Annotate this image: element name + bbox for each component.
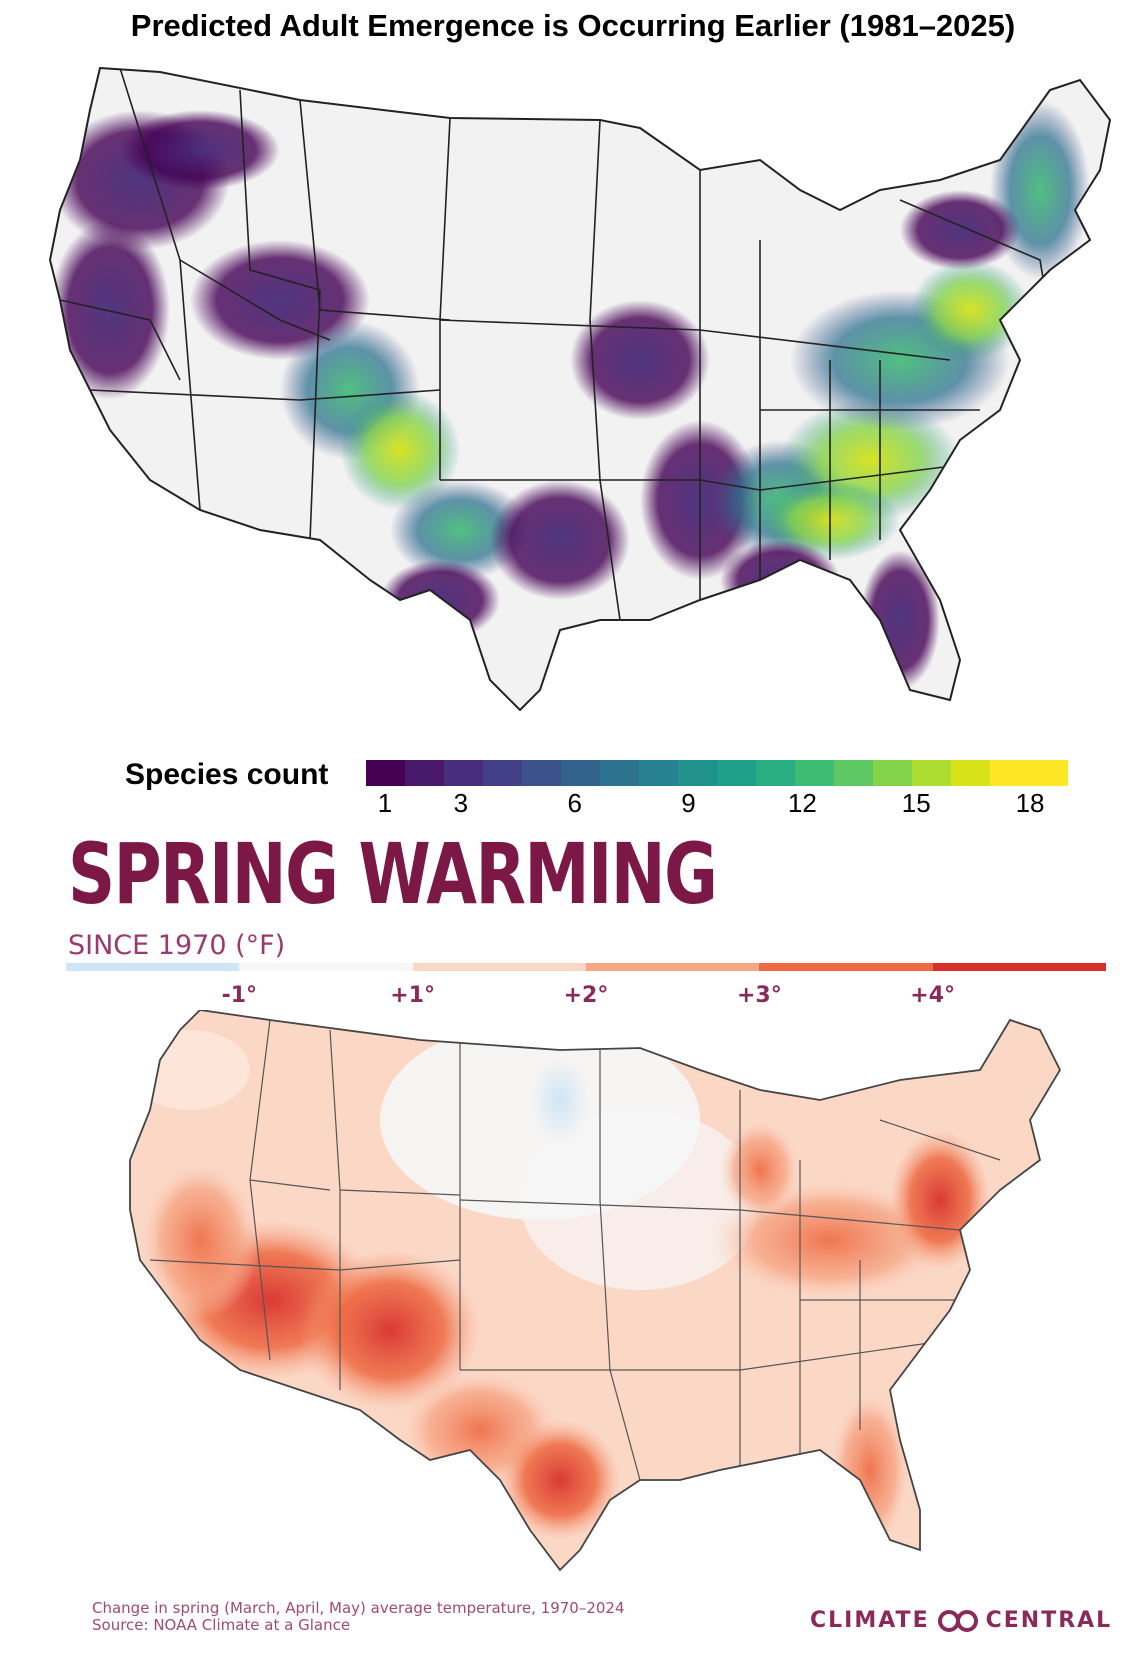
species-tick-label: 1 (377, 788, 393, 818)
spring-warming-map (129, 1010, 1061, 1571)
spring-warming-subtitle: SINCE 1970 (°F) (68, 930, 286, 961)
warming-color-swatch (585, 963, 760, 971)
species-color-swatch (639, 760, 678, 786)
species-color-swatch (834, 760, 873, 786)
warming-color-swatch (932, 963, 1106, 971)
emergence-species-map (49, 67, 1111, 711)
species-colorbar (366, 760, 1068, 786)
note-line-1: Change in spring (March, April, May) ave… (92, 1599, 625, 1617)
warming-color-swatch (759, 963, 933, 971)
species-count-legend: Species count 1 3 6 9 12 15 18 (0, 756, 1146, 818)
warming-tick-label: +1° (390, 983, 436, 1008)
warming-color-swatch (412, 963, 586, 971)
infinity-logo-icon (937, 1609, 978, 1632)
species-color-swatch (405, 760, 444, 786)
species-color-swatch (483, 760, 522, 786)
warming-tick-label: +2° (563, 983, 609, 1008)
warming-color-swatch (66, 963, 240, 971)
species-color-swatch (522, 760, 561, 786)
warming-tick-label: +3° (736, 983, 782, 1008)
warming-color-swatch (239, 963, 413, 971)
legend-title: Species count (125, 758, 329, 791)
species-tick-label: 15 (901, 788, 931, 818)
species-tick-label: 12 (787, 788, 817, 818)
warming-tick-label: +4° (910, 983, 956, 1008)
brand-left: CLIMATE (810, 1608, 930, 1633)
species-tick-label: 9 (681, 788, 696, 818)
species-color-swatch (561, 760, 600, 786)
species-color-swatch (756, 760, 795, 786)
species-color-swatch (990, 760, 1029, 786)
species-color-swatch (912, 760, 951, 786)
species-color-swatch (873, 760, 912, 786)
species-color-swatch (1029, 760, 1068, 786)
species-tick-label: 3 (453, 788, 469, 818)
species-tick-label: 18 (1015, 788, 1045, 818)
species-color-swatch (795, 760, 834, 786)
species-color-swatch (444, 760, 483, 786)
climate-central-logo: CLIMATE CENTRAL (810, 1608, 1112, 1633)
species-color-swatch (678, 760, 717, 786)
species-color-swatch (717, 760, 756, 786)
species-color-swatch (600, 760, 639, 786)
species-color-swatch (366, 760, 405, 786)
figure-title: Predicted Adult Emergence is Occurring E… (130, 8, 1016, 43)
species-color-swatch (951, 760, 990, 786)
source-note: Change in spring (March, April, May) ave… (92, 1600, 625, 1634)
spring-warming-title: SPRING WARMING (68, 825, 718, 923)
warming-legend: -1° +1° +2° +3° +4° (66, 963, 1106, 1008)
note-line-2: Source: NOAA Climate at a Glance (92, 1616, 351, 1634)
brand-right: CENTRAL (985, 1608, 1113, 1633)
warming-colorbar (66, 963, 1106, 971)
species-tick-label: 6 (567, 788, 582, 818)
warming-tick-label: -1° (221, 983, 258, 1008)
